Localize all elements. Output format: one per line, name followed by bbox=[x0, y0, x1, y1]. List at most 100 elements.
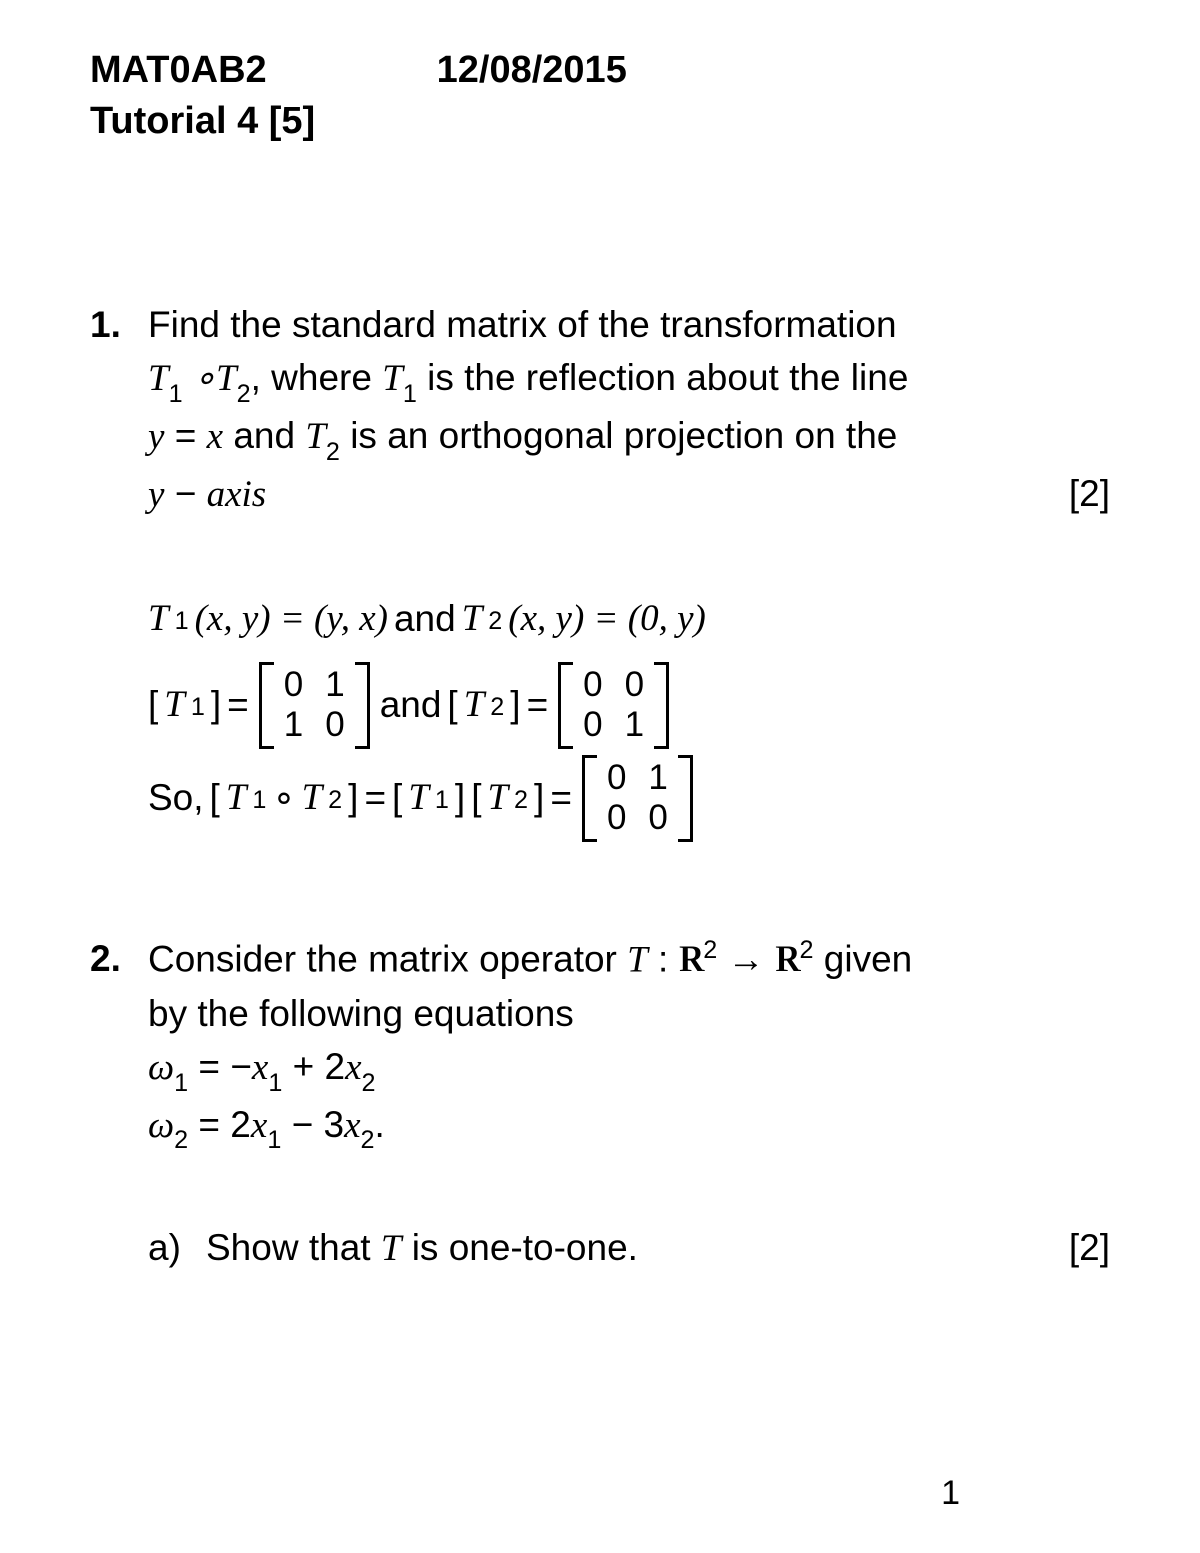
q2-eq1-plus: + 2 bbox=[282, 1046, 345, 1087]
matrix-comp: 0 1 0 0 bbox=[582, 755, 693, 842]
q2-T: T bbox=[627, 939, 648, 980]
comp-t2: T bbox=[302, 770, 323, 826]
q1-and: and bbox=[223, 415, 305, 456]
compose-symbol: ∘ bbox=[193, 358, 216, 399]
sol-t1-sub: 1 bbox=[175, 603, 189, 641]
q2a-marks: [2] bbox=[1069, 1221, 1110, 1275]
q2a-label: a) bbox=[148, 1221, 206, 1276]
q1-sol-line3: So, [T1 ∘ T2] = [T1][T2] = 0 1 0 0 bbox=[148, 755, 1110, 842]
q1-t2b-sub: 2 bbox=[326, 438, 340, 466]
q2-eq2-dot: . bbox=[375, 1104, 385, 1145]
course-code: MAT0AB2 bbox=[90, 45, 267, 96]
rb2: ] bbox=[510, 677, 520, 733]
m-c-10: 0 bbox=[607, 799, 626, 838]
m-t1-01: 1 bbox=[325, 666, 344, 705]
matrix-bracket-left bbox=[558, 662, 573, 749]
prod-t1: T bbox=[408, 770, 429, 826]
question-1: 1. Find the standard matrix of the trans… bbox=[90, 298, 1110, 522]
sol-t2m-sub: 2 bbox=[490, 689, 504, 727]
q2-eq2-rest: = 2 bbox=[188, 1104, 251, 1145]
q2a-post: is one-to-one. bbox=[401, 1227, 638, 1268]
prod-t2: T bbox=[487, 770, 508, 826]
sol-t2-args: (x, y) = (0, y) bbox=[508, 591, 706, 647]
q2-eq2-x2: x bbox=[344, 1105, 360, 1146]
q2-subquestion-a: a) Show that T is one-to-one. [2] bbox=[148, 1221, 1110, 1276]
question-1-number: 1. bbox=[90, 298, 148, 522]
matrix-bracket-right bbox=[678, 755, 693, 842]
q1-t1b-sub: 1 bbox=[403, 380, 417, 408]
q1-eqmid: = bbox=[164, 415, 206, 456]
rb4: ] bbox=[455, 770, 465, 826]
matrix-comp-cells: 0 1 0 0 bbox=[597, 755, 678, 842]
lb5: [ bbox=[471, 770, 481, 826]
m-t1-10: 1 bbox=[284, 706, 303, 745]
m-c-01: 1 bbox=[648, 759, 667, 798]
q1-proj: is an orthogonal projection on the bbox=[340, 415, 897, 456]
q2-eq2-minus: − 3 bbox=[281, 1104, 344, 1145]
m-t2-11: 1 bbox=[625, 706, 644, 745]
q1-sol-line1: T1(x, y) = (y, x) and T2(x, y) = (0, y) bbox=[148, 582, 1110, 656]
header: MAT0AB2 12/08/2015 Tutorial 4 [5] bbox=[90, 45, 1110, 148]
sol-t2m: T bbox=[464, 677, 485, 733]
q1-x: x bbox=[207, 416, 223, 457]
q1-y: y bbox=[148, 416, 164, 457]
eq4: = bbox=[550, 770, 572, 826]
q2-arrow: → bbox=[717, 938, 775, 979]
q2-R1-exp: 2 bbox=[703, 936, 717, 964]
q2-eq1-rest: = − bbox=[188, 1046, 252, 1087]
q2-eq1-x2s: 2 bbox=[362, 1069, 376, 1097]
prod-t2-sub: 2 bbox=[514, 782, 528, 820]
q2-w1-sub: 1 bbox=[174, 1069, 188, 1097]
q2a-body: Show that T is one-to-one. [2] bbox=[206, 1221, 1110, 1276]
eq3: = bbox=[364, 770, 386, 826]
m-t2-01: 0 bbox=[625, 666, 644, 705]
sol-and2: and bbox=[380, 677, 442, 733]
lb1: [ bbox=[148, 677, 158, 733]
page-number: 1 bbox=[941, 1474, 960, 1513]
q2-eq1-x2: x bbox=[345, 1047, 361, 1088]
sol-t1: T bbox=[148, 591, 169, 647]
matrix-bracket-right bbox=[654, 662, 669, 749]
q2-eq2-x1: x bbox=[251, 1105, 267, 1146]
comp-t1: T bbox=[226, 770, 247, 826]
matrix-bracket-left bbox=[582, 755, 597, 842]
q1-t2-sub: 2 bbox=[237, 380, 251, 408]
matrix-t1: 0 1 1 0 bbox=[259, 662, 370, 749]
rb3: ] bbox=[348, 770, 358, 826]
prod-t1-sub: 1 bbox=[435, 782, 449, 820]
question-2-body: Consider the matrix operator T : R2 → R2… bbox=[148, 932, 1110, 1276]
q1-t2: T bbox=[216, 358, 237, 399]
m-t2-10: 0 bbox=[583, 706, 602, 745]
q2-w2: ω bbox=[148, 1105, 174, 1146]
page: MAT0AB2 12/08/2015 Tutorial 4 [5] 1. Fin… bbox=[0, 0, 1200, 1553]
q1-solution: T1(x, y) = (y, x) and T2(x, y) = (0, y) … bbox=[148, 582, 1110, 842]
q2-R2: R bbox=[775, 933, 800, 987]
q1-line1: Find the standard matrix of the transfor… bbox=[148, 304, 897, 345]
q2-eq2-x2s: 2 bbox=[361, 1126, 375, 1154]
sol-t2-sub: 2 bbox=[488, 603, 502, 641]
matrix-t1-cells: 0 1 1 0 bbox=[274, 662, 355, 749]
q2a-pre: Show that bbox=[206, 1227, 381, 1268]
q2-line1a: Consider the matrix operator bbox=[148, 938, 627, 979]
eq1: = bbox=[227, 677, 249, 733]
q1-refl: is the reflection about the line bbox=[417, 357, 909, 398]
matrix-t2-cells: 0 0 0 1 bbox=[573, 662, 654, 749]
lb2: [ bbox=[447, 677, 457, 733]
date: 12/08/2015 bbox=[437, 45, 627, 96]
q1-where: , where bbox=[251, 357, 383, 398]
so-label: So, bbox=[148, 770, 204, 826]
m-t1-11: 0 bbox=[325, 706, 344, 745]
q2-eq1-x1: x bbox=[252, 1047, 268, 1088]
m-c-00: 0 bbox=[607, 759, 626, 798]
q1-t2b: T bbox=[305, 416, 326, 457]
question-1-body: Find the standard matrix of the transfor… bbox=[148, 298, 1110, 522]
lb3: [ bbox=[210, 770, 220, 826]
q1-t1b: T bbox=[382, 358, 403, 399]
q1-axis-y: y bbox=[148, 474, 164, 515]
q1-t1: T bbox=[148, 358, 169, 399]
sol-and1: and bbox=[394, 591, 456, 647]
question-2: 2. Consider the matrix operator T : R2 →… bbox=[90, 932, 1110, 1276]
matrix-bracket-right bbox=[355, 662, 370, 749]
q2-R1: R bbox=[679, 933, 704, 987]
q2-line2: by the following equations bbox=[148, 993, 574, 1034]
